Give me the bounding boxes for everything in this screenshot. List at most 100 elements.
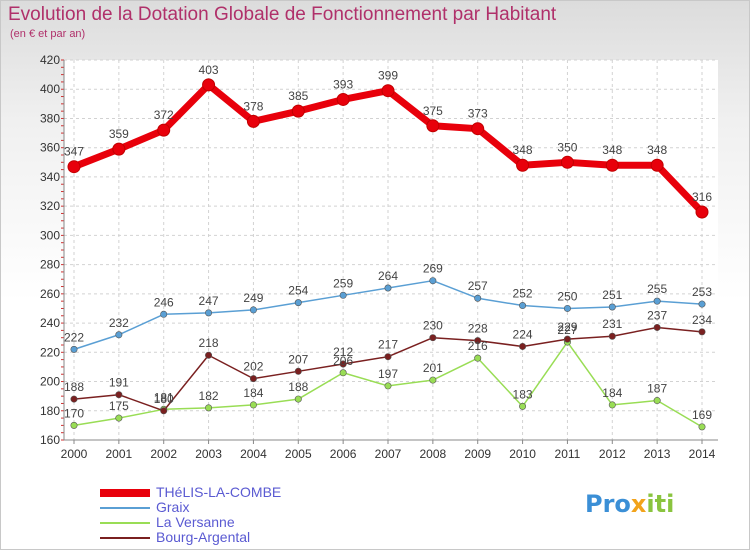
data-label-3: 202 xyxy=(243,360,263,374)
data-label-3: 218 xyxy=(199,336,219,350)
y-tick-label: 240 xyxy=(40,316,60,330)
data-label-1: 222 xyxy=(64,330,84,344)
x-tick-label: 2006 xyxy=(330,447,357,461)
x-tick-label: 2008 xyxy=(420,447,447,461)
data-point-1 xyxy=(698,300,706,308)
data-label-3: 180 xyxy=(154,392,174,406)
proxiti-logo: Proxiti xyxy=(585,490,674,518)
y-tick-label: 280 xyxy=(40,258,60,272)
x-tick-label: 2010 xyxy=(509,447,536,461)
data-label-0: 348 xyxy=(602,143,622,157)
legend-swatch-thelis xyxy=(100,489,150,497)
data-point-1 xyxy=(519,302,527,310)
y-tick-label: 260 xyxy=(40,287,60,301)
data-label-2: 184 xyxy=(602,386,622,400)
data-point-0 xyxy=(112,142,126,156)
data-point-1 xyxy=(339,291,347,299)
data-point-3 xyxy=(563,335,571,343)
logo-part-2: x xyxy=(630,490,647,518)
legend-label-graix: Graix xyxy=(156,499,190,515)
data-label-1: 250 xyxy=(557,289,577,303)
data-point-3 xyxy=(249,375,257,383)
x-tick-label: 2009 xyxy=(464,447,491,461)
data-label-0: 393 xyxy=(333,77,353,91)
data-label-2: 187 xyxy=(647,382,667,396)
data-point-2 xyxy=(698,423,706,431)
data-label-1: 257 xyxy=(468,279,488,293)
data-point-1 xyxy=(653,297,661,305)
y-tick-label: 400 xyxy=(40,82,60,96)
data-point-3 xyxy=(160,407,168,415)
y-tick-label: 220 xyxy=(40,345,60,359)
data-point-3 xyxy=(339,360,347,368)
data-label-1: 249 xyxy=(243,291,263,305)
y-tick-label: 340 xyxy=(40,170,60,184)
data-point-1 xyxy=(160,310,168,318)
data-point-3 xyxy=(429,334,437,342)
data-label-2: 181 xyxy=(154,390,174,404)
data-point-2 xyxy=(249,401,257,409)
data-point-3 xyxy=(519,342,527,350)
data-label-0: 348 xyxy=(513,143,533,157)
legend-label-la-versanne: La Versanne xyxy=(156,514,235,530)
y-tick-label: 320 xyxy=(40,199,60,213)
legend-label-thelis: THéLIS-LA-COMBE xyxy=(156,484,282,500)
data-point-1 xyxy=(474,294,482,302)
data-label-0: 375 xyxy=(423,104,443,118)
data-label-0: 385 xyxy=(288,89,308,103)
data-label-3: 188 xyxy=(64,380,84,394)
x-tick-label: 2004 xyxy=(240,447,267,461)
data-label-1: 254 xyxy=(288,284,308,298)
data-label-3: 228 xyxy=(468,322,488,336)
data-label-2: 197 xyxy=(378,367,398,381)
data-point-0 xyxy=(605,158,619,172)
legend-swatch-graix xyxy=(100,507,150,509)
data-point-3 xyxy=(70,395,78,403)
data-point-0 xyxy=(202,78,216,92)
data-label-1: 251 xyxy=(602,288,622,302)
data-label-0: 350 xyxy=(557,140,577,154)
data-label-3: 237 xyxy=(647,308,667,322)
data-point-0 xyxy=(471,122,485,136)
data-point-0 xyxy=(67,160,81,174)
data-point-1 xyxy=(608,303,616,311)
data-label-1: 259 xyxy=(333,276,353,290)
data-label-2: 188 xyxy=(288,380,308,394)
data-label-3: 234 xyxy=(692,313,712,327)
data-point-0 xyxy=(246,114,260,128)
data-point-1 xyxy=(563,304,571,312)
data-label-3: 207 xyxy=(288,352,308,366)
data-label-1: 247 xyxy=(199,294,219,308)
data-label-3: 217 xyxy=(378,338,398,352)
data-label-3: 224 xyxy=(513,327,533,341)
logo-part-3: iti xyxy=(646,490,675,518)
data-point-2 xyxy=(339,369,347,377)
data-point-1 xyxy=(205,309,213,317)
legend-swatch-la-versanne xyxy=(100,522,150,524)
data-point-0 xyxy=(157,123,171,137)
data-point-1 xyxy=(115,331,123,339)
data-point-0 xyxy=(516,158,530,172)
x-tick-label: 2012 xyxy=(599,447,626,461)
x-tick-label: 2007 xyxy=(375,447,402,461)
data-label-0: 373 xyxy=(468,107,488,121)
data-point-3 xyxy=(384,353,392,361)
data-label-0: 372 xyxy=(154,108,174,122)
x-tick-label: 2001 xyxy=(106,447,133,461)
data-point-0 xyxy=(291,104,305,118)
x-tick-label: 2011 xyxy=(555,447,581,461)
data-label-3: 231 xyxy=(602,317,622,331)
y-tick-label: 380 xyxy=(40,111,60,125)
data-label-0: 378 xyxy=(243,99,263,113)
data-label-0: 347 xyxy=(64,145,84,159)
data-point-0 xyxy=(426,119,440,133)
data-point-0 xyxy=(381,84,395,98)
y-tick-label: 180 xyxy=(40,404,60,418)
data-point-3 xyxy=(115,391,123,399)
data-label-2: 183 xyxy=(513,387,533,401)
y-tick-label: 160 xyxy=(40,433,60,447)
data-point-1 xyxy=(429,277,437,285)
data-point-3 xyxy=(294,367,302,375)
data-point-2 xyxy=(384,382,392,390)
